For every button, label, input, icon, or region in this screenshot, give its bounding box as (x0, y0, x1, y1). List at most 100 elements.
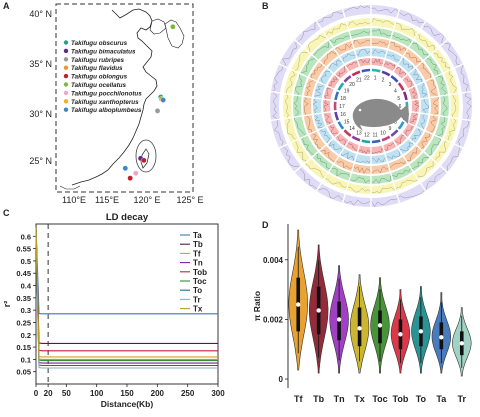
taiwan-circle (135, 139, 157, 173)
y-tick-label: 0.1 (21, 355, 31, 364)
category-label: Tob (393, 394, 409, 404)
ld-series-line (35, 226, 218, 364)
legend-marker (63, 107, 69, 112)
legend-marker (63, 65, 69, 70)
chromosome-label: 17 (339, 104, 345, 110)
site-marker (154, 108, 161, 114)
chromosome-segment (397, 82, 405, 91)
legend-label: Takifugu bimaculatus (71, 48, 136, 55)
violin-median-dot (398, 332, 403, 337)
x-tick-label: 20 (44, 389, 53, 398)
legend-label: Tf (193, 249, 201, 258)
chromosome-segment (334, 111, 340, 121)
chromosome-label: 22 (364, 75, 370, 81)
chromosome-gap (269, 110, 332, 122)
legend-label: Tx (193, 305, 203, 314)
y-tick-label: 0.25 (16, 318, 31, 327)
chromosome-gap (293, 131, 342, 174)
legend-label: Ta (193, 231, 202, 240)
violin-median-dot (377, 323, 383, 328)
chromosome-gap (341, 7, 361, 68)
chromosome-label: 16 (340, 112, 346, 118)
category-label: Ta (436, 394, 447, 404)
chromosome-label: 6 (399, 104, 402, 110)
chromosome-label: 3 (389, 82, 392, 88)
y-axis-label: π Ratio (252, 291, 262, 321)
chromosome-segment (402, 91, 408, 101)
chart-title: LD decay (106, 212, 149, 223)
legend-label: Takifugu xanthopterus (71, 99, 139, 106)
violin-median-dot (336, 317, 342, 322)
ld-series-line (35, 226, 218, 358)
ld-decay-chart: LD decay 0.05 0.1 0.15 0.2 0.25 0.3 0.35 0.4 0.45… (2, 212, 225, 409)
chromosome-segment (390, 75, 399, 83)
taiwan-outline (140, 148, 150, 169)
chromosome-gap (407, 62, 465, 91)
site-marker (160, 97, 166, 103)
lon-label: 110°E (62, 195, 86, 205)
category-label: Tf (294, 394, 303, 404)
chromosome-gap (277, 121, 335, 150)
y-tick-label: 0.15 (16, 343, 31, 352)
y-tick-label: 0.4 (21, 282, 32, 291)
panel-letter-a: A (3, 1, 10, 11)
chromosome-segment (397, 121, 405, 130)
y-tick-label: 0.2 (21, 331, 31, 340)
chromosome-label: 21 (356, 78, 362, 84)
legend-marker (63, 48, 69, 54)
chromosome-gap (400, 131, 449, 174)
chromosome-segment (371, 139, 381, 144)
legend-label: Takifugu rubripes (71, 57, 124, 64)
legend-label: Takifugu pocchilonotus (71, 90, 142, 97)
legend-label: To (193, 286, 202, 295)
lon-label: 125° E (176, 195, 203, 205)
panel-letter-b: B (262, 1, 269, 11)
legend-marker (63, 90, 69, 96)
chromosome-gap (315, 19, 350, 73)
chromosome-gap (400, 38, 449, 81)
x-tick-label: 150 (120, 389, 134, 398)
chromosome-gap (410, 110, 473, 122)
category-label: Tx (354, 394, 365, 404)
y-tick-label: 0.5 (21, 257, 31, 266)
legend-label: Takifugu flavidus (71, 65, 123, 72)
lat-label: 30° N (29, 109, 52, 119)
violin-median-dot (357, 326, 362, 331)
ld-series-line (35, 226, 218, 315)
pufferfish-icon (352, 98, 409, 131)
legend-marker (63, 57, 69, 62)
chromosome-gap (293, 38, 342, 81)
chromosome-label: 15 (344, 120, 350, 126)
site-marker (127, 175, 133, 181)
peninsula-outline (149, 18, 167, 35)
y-tick-label: 0.004 (263, 256, 284, 265)
chromosome-gap (381, 7, 401, 68)
map-panel: 40° N 35° N 30° N 25° N 110°E 115°E 120°… (29, 3, 204, 205)
chromosome-gap (392, 139, 427, 193)
x-tick-label: 250 (181, 389, 195, 398)
chromosome-segment (371, 68, 381, 73)
circos-plot: 12345678910111213141516171819202122 (269, 4, 473, 208)
chromosome-gap (410, 90, 473, 102)
chromosome-segment (351, 135, 361, 142)
chromosome-segment (343, 75, 352, 83)
panel-letter-c: C (3, 208, 10, 218)
ld-series-line (35, 226, 218, 344)
chromosome-label: 18 (340, 96, 346, 102)
site-marker (141, 157, 147, 164)
x-tick-label: 200 (151, 389, 165, 398)
legend-label: Tob (193, 268, 207, 277)
ld-series-line (35, 226, 218, 367)
site-marker (122, 165, 129, 172)
legend-marker (63, 73, 69, 79)
chromosome-label: 20 (349, 82, 355, 88)
y-axis-label: r² (2, 301, 12, 308)
pi-ratio-violin-chart: 0 0.002 0.004 π Ratio Tf Tb Tn Tx Toc Tob To Ta Tr (252, 224, 472, 404)
china-coastline (71, 8, 158, 186)
chromosome-gap (315, 139, 350, 193)
map-frame (55, 3, 194, 193)
x-axis-label: Distance(Kb) (101, 399, 154, 409)
chromosome-label: 10 (380, 130, 386, 136)
category-label: Tr (458, 394, 467, 404)
lat-label: 35° N (29, 59, 52, 69)
